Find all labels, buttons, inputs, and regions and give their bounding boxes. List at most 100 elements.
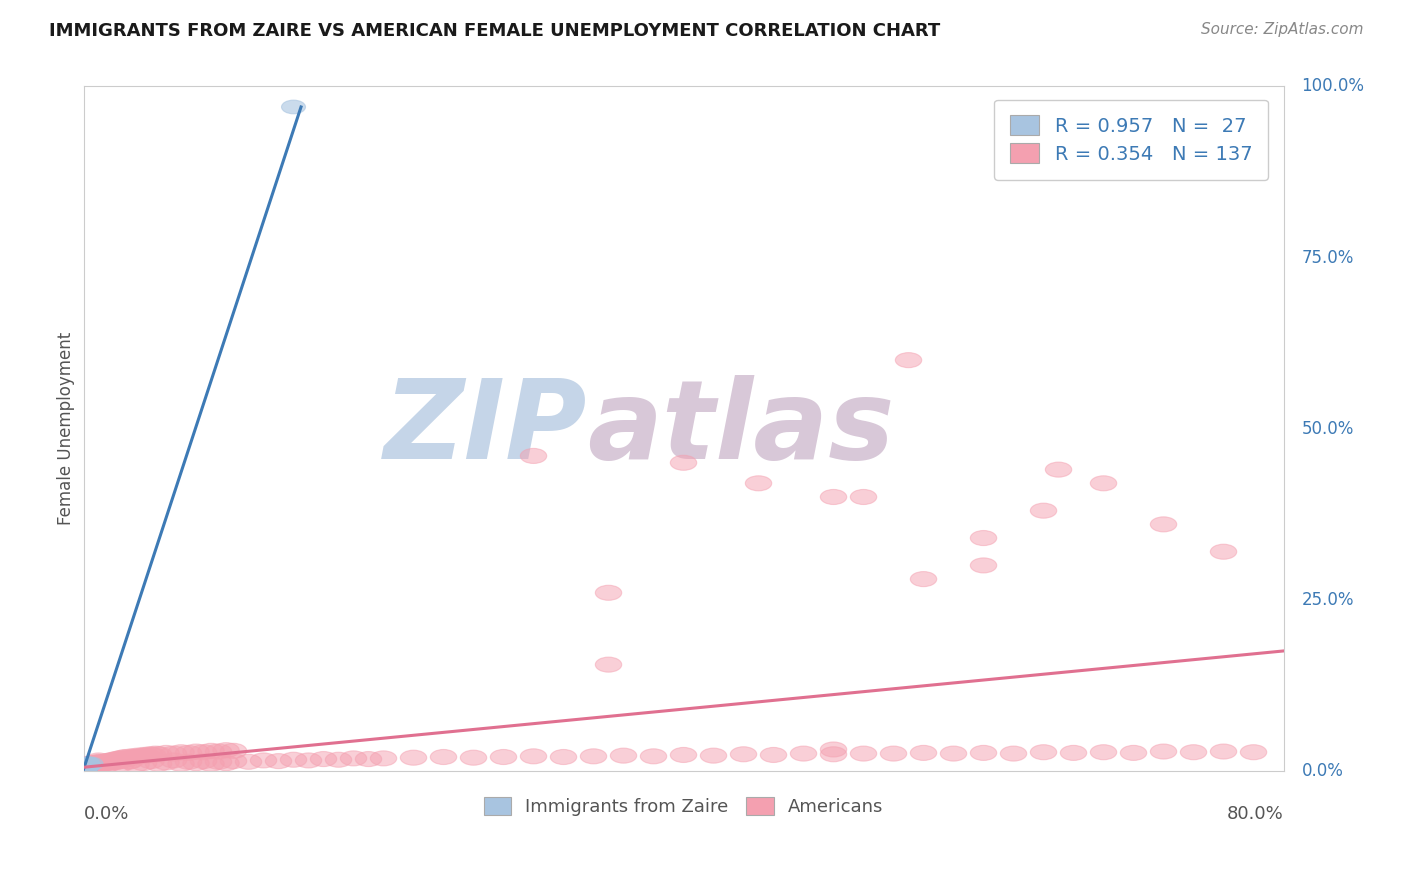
Text: 0.0%: 0.0%	[83, 805, 129, 823]
Ellipse shape	[1045, 462, 1071, 477]
Ellipse shape	[671, 747, 697, 763]
Ellipse shape	[198, 756, 224, 772]
Ellipse shape	[138, 754, 165, 769]
Ellipse shape	[73, 762, 97, 775]
Ellipse shape	[221, 754, 246, 769]
Text: Source: ZipAtlas.com: Source: ZipAtlas.com	[1201, 22, 1364, 37]
Ellipse shape	[75, 759, 98, 772]
Ellipse shape	[167, 756, 194, 772]
Ellipse shape	[72, 760, 98, 775]
Ellipse shape	[595, 657, 621, 673]
Ellipse shape	[160, 753, 187, 768]
Ellipse shape	[550, 749, 576, 764]
Ellipse shape	[430, 749, 457, 764]
Ellipse shape	[205, 755, 232, 769]
Ellipse shape	[145, 756, 172, 772]
Ellipse shape	[83, 756, 108, 772]
Ellipse shape	[1211, 544, 1237, 559]
Ellipse shape	[83, 755, 108, 770]
Text: atlas: atlas	[588, 375, 894, 482]
Ellipse shape	[115, 755, 142, 769]
Ellipse shape	[73, 758, 100, 773]
Ellipse shape	[671, 455, 697, 470]
Ellipse shape	[1150, 516, 1177, 532]
Ellipse shape	[235, 755, 262, 769]
Text: 75.0%: 75.0%	[1302, 249, 1354, 267]
Ellipse shape	[76, 757, 100, 771]
Ellipse shape	[581, 748, 607, 764]
Ellipse shape	[105, 755, 131, 769]
Ellipse shape	[75, 759, 98, 772]
Ellipse shape	[93, 756, 120, 771]
Text: 25.0%: 25.0%	[1302, 591, 1354, 608]
Ellipse shape	[112, 749, 139, 764]
Ellipse shape	[91, 755, 118, 769]
Ellipse shape	[122, 757, 149, 772]
Ellipse shape	[87, 755, 114, 769]
Ellipse shape	[910, 572, 936, 587]
Ellipse shape	[142, 746, 169, 761]
Ellipse shape	[520, 748, 547, 764]
Ellipse shape	[970, 746, 997, 760]
Ellipse shape	[250, 753, 277, 768]
Ellipse shape	[745, 475, 772, 491]
Ellipse shape	[76, 757, 100, 772]
Ellipse shape	[370, 751, 396, 766]
Ellipse shape	[108, 756, 134, 772]
Text: 0.0%: 0.0%	[1302, 762, 1343, 780]
Ellipse shape	[910, 746, 936, 760]
Text: 80.0%: 80.0%	[1227, 805, 1284, 823]
Ellipse shape	[281, 100, 305, 114]
Ellipse shape	[73, 761, 97, 775]
Ellipse shape	[86, 756, 111, 771]
Ellipse shape	[100, 755, 127, 770]
Ellipse shape	[1211, 744, 1237, 759]
Ellipse shape	[118, 748, 145, 764]
Ellipse shape	[111, 752, 138, 767]
Ellipse shape	[212, 756, 239, 771]
Ellipse shape	[80, 758, 107, 773]
Ellipse shape	[640, 748, 666, 764]
Ellipse shape	[970, 558, 997, 573]
Ellipse shape	[851, 746, 877, 761]
Ellipse shape	[96, 755, 122, 770]
Ellipse shape	[340, 751, 367, 766]
Ellipse shape	[84, 756, 110, 772]
Ellipse shape	[401, 750, 426, 765]
Ellipse shape	[730, 747, 756, 762]
Ellipse shape	[79, 756, 105, 771]
Ellipse shape	[103, 752, 129, 766]
Ellipse shape	[970, 531, 997, 546]
Ellipse shape	[100, 752, 127, 767]
Ellipse shape	[851, 490, 877, 505]
Ellipse shape	[131, 756, 156, 771]
Ellipse shape	[221, 743, 246, 758]
Ellipse shape	[73, 762, 97, 775]
Ellipse shape	[1060, 746, 1087, 760]
Ellipse shape	[183, 744, 209, 759]
Ellipse shape	[325, 752, 352, 767]
Ellipse shape	[84, 757, 110, 772]
Ellipse shape	[108, 752, 134, 767]
Ellipse shape	[77, 759, 104, 774]
Ellipse shape	[280, 752, 307, 767]
Ellipse shape	[76, 757, 103, 772]
Ellipse shape	[153, 755, 179, 770]
Text: ZIP: ZIP	[384, 375, 588, 482]
Ellipse shape	[190, 754, 217, 769]
Ellipse shape	[75, 760, 98, 773]
Ellipse shape	[1180, 745, 1206, 760]
Ellipse shape	[101, 754, 128, 769]
Ellipse shape	[75, 759, 98, 772]
Ellipse shape	[75, 760, 98, 773]
Ellipse shape	[94, 754, 121, 769]
Ellipse shape	[356, 752, 381, 766]
Ellipse shape	[896, 352, 922, 368]
Ellipse shape	[111, 752, 138, 766]
Ellipse shape	[139, 747, 166, 763]
Ellipse shape	[117, 754, 143, 769]
Ellipse shape	[595, 585, 621, 600]
Ellipse shape	[610, 748, 637, 764]
Ellipse shape	[89, 755, 115, 770]
Ellipse shape	[80, 757, 107, 772]
